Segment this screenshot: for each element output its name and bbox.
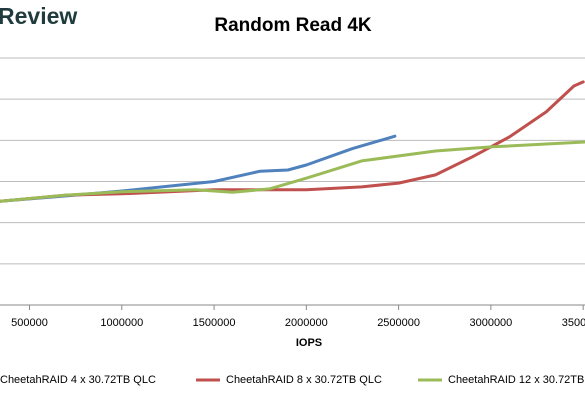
x-tick-label: 1500000 — [193, 317, 236, 329]
x-tick-label: 1000000 — [100, 317, 143, 329]
chart-title: Random Read 4K — [214, 15, 372, 36]
series-line — [0, 80, 585, 203]
legend-label: CheetahRAID 8 x 30.72TB QLC — [226, 374, 382, 386]
series-line — [0, 140, 585, 203]
x-tick-label: 500000 — [11, 317, 48, 329]
logo: Review — [0, 3, 77, 29]
x-axis-label: IOPS — [296, 337, 322, 349]
x-tick-label: 2500000 — [377, 317, 420, 329]
legend-label: CheetahRAID 4 x 30.72TB QLC — [0, 374, 156, 386]
x-tick-label: 3000000 — [469, 317, 512, 329]
x-tick-label: 3500000 — [562, 317, 585, 329]
x-tick-label: 2000000 — [285, 317, 328, 329]
legend-label: CheetahRAID 12 x 30.72TB QLC — [448, 374, 585, 386]
